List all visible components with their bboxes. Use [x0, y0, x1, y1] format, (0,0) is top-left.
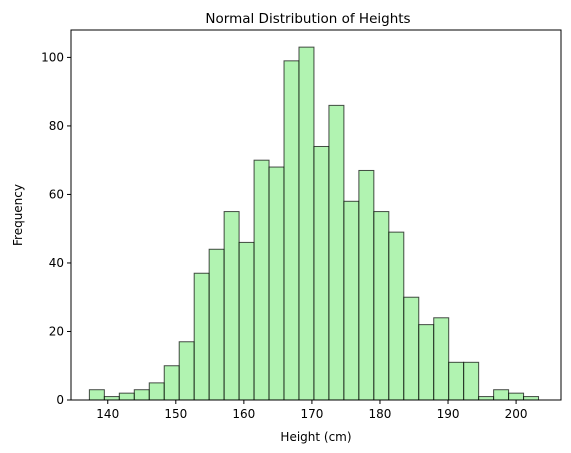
- histogram-bar: [253, 159, 270, 401]
- histogram-bar: [313, 145, 330, 401]
- histogram-bar: [508, 392, 525, 401]
- x-tick-label: 140: [96, 407, 119, 421]
- histogram-bar: [328, 104, 345, 401]
- y-tick-label: 20: [49, 324, 64, 338]
- y-axis-ticks: 0 20 40 60 80 100: [41, 50, 71, 407]
- histogram-bar: [178, 341, 195, 401]
- histogram-bar: [478, 396, 495, 401]
- y-tick-label: 80: [49, 119, 64, 133]
- x-tick-label: 180: [369, 407, 392, 421]
- histogram-bar: [283, 60, 300, 401]
- y-axis-label: Frequency: [11, 184, 25, 246]
- y-tick-label: 40: [49, 256, 64, 270]
- chart-title: Normal Distribution of Heights: [205, 11, 410, 27]
- histogram-bar: [418, 324, 435, 401]
- histogram-bar: [388, 231, 405, 401]
- x-tick-label: 190: [437, 407, 460, 421]
- histogram-bar: [133, 389, 150, 401]
- x-tick-label: 150: [164, 407, 187, 421]
- histogram-bar: [448, 361, 465, 401]
- histogram-bar: [523, 396, 540, 401]
- y-tick-label: 60: [49, 187, 64, 201]
- histogram-bar: [223, 211, 240, 401]
- histogram-bar: [238, 241, 255, 401]
- histogram-bar: [118, 392, 135, 401]
- histogram-bar: [493, 389, 510, 401]
- histogram-bar: [343, 200, 360, 401]
- histogram-bar: [463, 361, 480, 401]
- histogram-bar: [163, 365, 180, 401]
- histogram-bar: [268, 166, 285, 401]
- plot-frame: [70, 29, 562, 401]
- histogram-bar: [403, 296, 420, 401]
- x-axis-ticks: 140 150 160 170 180 190 200: [96, 400, 528, 421]
- x-tick-label: 160: [232, 407, 255, 421]
- y-tick-label: 0: [56, 393, 64, 407]
- histogram-bar: [88, 389, 105, 401]
- histogram-bar: [373, 211, 390, 401]
- x-tick-label: 170: [300, 407, 323, 421]
- histogram-bar: [193, 272, 210, 401]
- y-tick-label: 100: [41, 50, 64, 64]
- histogram-bar: [208, 248, 225, 401]
- x-axis-label: Height (cm): [280, 430, 351, 444]
- bars-group: [88, 46, 540, 401]
- histogram-bar: [358, 169, 375, 401]
- histogram-bar: [103, 396, 120, 401]
- x-tick-label: 200: [505, 407, 528, 421]
- histogram-bar: [433, 317, 450, 401]
- histogram-bar: [298, 46, 315, 401]
- histogram-bar: [148, 382, 165, 401]
